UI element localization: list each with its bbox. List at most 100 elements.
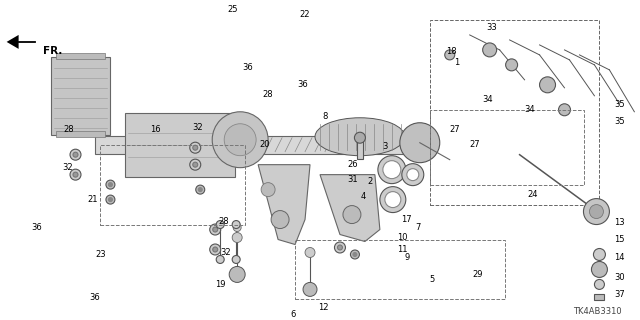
Circle shape <box>196 185 205 194</box>
Circle shape <box>351 250 360 259</box>
Circle shape <box>589 204 604 219</box>
Text: 32: 32 <box>220 248 230 257</box>
Text: 35: 35 <box>614 117 625 126</box>
Circle shape <box>108 197 113 202</box>
Circle shape <box>303 283 317 296</box>
Circle shape <box>193 145 198 150</box>
Text: 34: 34 <box>524 105 535 114</box>
Circle shape <box>271 211 289 228</box>
Text: 7: 7 <box>415 223 420 232</box>
Circle shape <box>483 43 497 57</box>
Text: 15: 15 <box>614 235 625 244</box>
Bar <box>125 113 235 177</box>
Text: 36: 36 <box>31 223 42 232</box>
Circle shape <box>193 162 198 167</box>
Circle shape <box>445 50 455 60</box>
Text: 37: 37 <box>614 290 625 299</box>
Circle shape <box>305 247 315 258</box>
Text: 34: 34 <box>483 95 493 104</box>
Circle shape <box>106 195 115 204</box>
Text: 16: 16 <box>150 125 161 134</box>
Text: 9: 9 <box>404 253 410 262</box>
Polygon shape <box>6 35 19 49</box>
Bar <box>357 137 363 159</box>
Circle shape <box>210 224 221 235</box>
Circle shape <box>407 169 419 180</box>
Bar <box>100 145 245 225</box>
Bar <box>595 294 604 300</box>
Circle shape <box>233 224 241 232</box>
Circle shape <box>584 199 609 225</box>
Circle shape <box>190 142 201 153</box>
Circle shape <box>385 192 401 208</box>
Circle shape <box>216 220 224 228</box>
Circle shape <box>559 104 570 116</box>
Text: 28: 28 <box>263 90 273 99</box>
Circle shape <box>232 255 240 263</box>
Text: 4: 4 <box>360 192 365 201</box>
Text: 12: 12 <box>317 303 328 312</box>
Circle shape <box>73 172 78 177</box>
Circle shape <box>595 279 604 289</box>
Polygon shape <box>258 165 310 244</box>
Circle shape <box>378 156 406 184</box>
Text: 11: 11 <box>397 245 408 254</box>
Text: TK4AB3310: TK4AB3310 <box>573 307 621 316</box>
Circle shape <box>400 123 440 163</box>
Bar <box>56 53 106 59</box>
Circle shape <box>229 267 245 283</box>
Text: 8: 8 <box>323 112 328 121</box>
Circle shape <box>224 124 256 156</box>
Text: 29: 29 <box>472 270 483 279</box>
Circle shape <box>212 247 218 252</box>
Text: 27: 27 <box>449 125 460 134</box>
Text: 3: 3 <box>382 142 388 151</box>
Bar <box>430 20 600 204</box>
Circle shape <box>380 187 406 212</box>
Text: 21: 21 <box>87 195 98 204</box>
Ellipse shape <box>315 118 405 156</box>
Text: 23: 23 <box>95 250 106 259</box>
Circle shape <box>335 242 346 253</box>
Text: 10: 10 <box>397 233 408 242</box>
Circle shape <box>337 245 342 250</box>
Text: 14: 14 <box>614 253 625 262</box>
Circle shape <box>591 261 607 277</box>
Text: 1: 1 <box>454 58 460 68</box>
Circle shape <box>540 77 556 93</box>
Circle shape <box>232 220 240 228</box>
Text: 28: 28 <box>63 125 74 134</box>
Text: 13: 13 <box>614 218 625 227</box>
Bar <box>295 239 504 300</box>
Circle shape <box>190 159 201 170</box>
Text: 36: 36 <box>298 80 308 89</box>
Text: 32: 32 <box>192 123 203 132</box>
Text: 24: 24 <box>527 190 538 199</box>
Text: 32: 32 <box>62 163 73 172</box>
Bar <box>430 110 584 185</box>
Text: 18: 18 <box>447 47 457 56</box>
Text: 6: 6 <box>291 310 296 319</box>
Text: 30: 30 <box>614 273 625 282</box>
Text: 35: 35 <box>614 100 625 109</box>
Text: 26: 26 <box>348 160 358 169</box>
Polygon shape <box>320 175 380 242</box>
Text: 33: 33 <box>486 23 497 32</box>
Text: FR.: FR. <box>43 46 62 56</box>
Circle shape <box>261 183 275 196</box>
Text: 22: 22 <box>300 11 310 20</box>
Text: 28: 28 <box>219 217 230 226</box>
Circle shape <box>106 180 115 189</box>
Text: 5: 5 <box>429 275 435 284</box>
Text: 31: 31 <box>348 175 358 184</box>
Circle shape <box>506 59 518 71</box>
Bar <box>51 57 111 135</box>
Text: 36: 36 <box>89 293 100 302</box>
Text: 25: 25 <box>227 5 237 14</box>
Circle shape <box>232 233 242 243</box>
Circle shape <box>355 132 365 143</box>
Circle shape <box>353 252 357 256</box>
Text: 2: 2 <box>367 177 372 186</box>
Circle shape <box>383 161 401 179</box>
Circle shape <box>212 112 268 168</box>
